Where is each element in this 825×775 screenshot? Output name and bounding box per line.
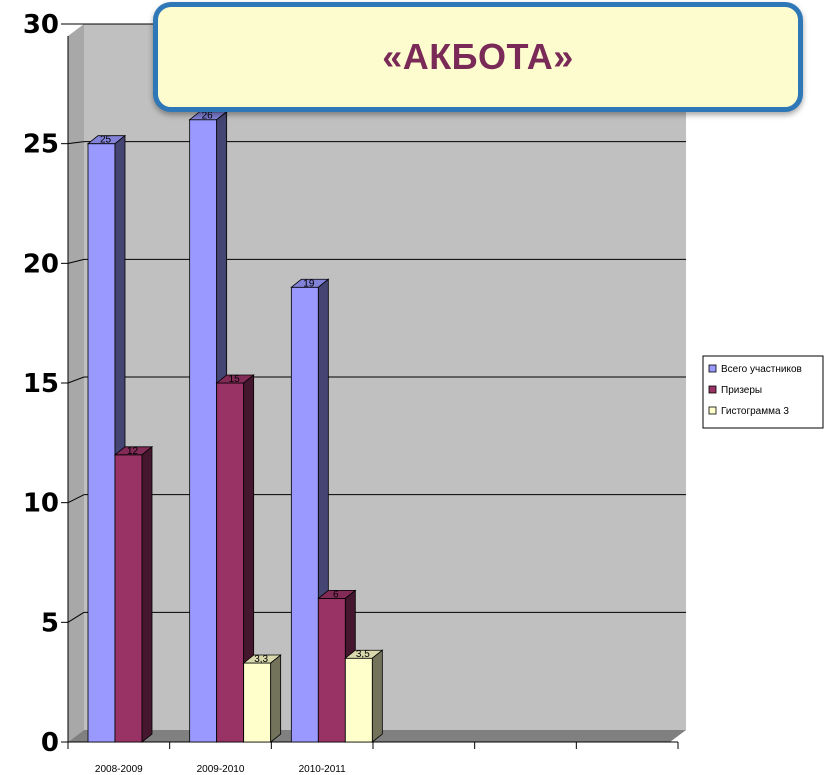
- bar: 3,5: [344, 649, 384, 743]
- bar-front: [243, 662, 272, 743]
- data-label: 12: [127, 446, 139, 457]
- y-tick-label: 10: [23, 489, 59, 519]
- data-label: 6: [333, 589, 339, 600]
- legend-box: [702, 355, 824, 429]
- data-label: 3,5: [356, 649, 370, 660]
- y-tick-label: 15: [23, 369, 59, 399]
- bar-front: [216, 382, 245, 743]
- gridline-side: [67, 376, 85, 384]
- y-tick-label: 30: [23, 10, 59, 40]
- chart-title: «АКБОТА»: [382, 36, 574, 77]
- bar-front: [317, 598, 346, 743]
- y-tick-label: 25: [23, 130, 59, 160]
- bar-front: [189, 119, 218, 743]
- gridline-side: [67, 141, 85, 145]
- gridline-side: [67, 258, 85, 264]
- x-axis: 2008-2009 2009-2010 2010-2011: [67, 742, 679, 775]
- gridline-side: [67, 611, 85, 623]
- data-label: 19: [303, 278, 315, 289]
- y-tick-label: 20: [23, 249, 59, 279]
- legend-swatch: [708, 364, 717, 373]
- bar-front: [114, 454, 143, 743]
- data-label: 25: [100, 135, 112, 146]
- legend-label: Призеры: [721, 385, 762, 396]
- title-banner: «АКБОТА»: [153, 2, 803, 112]
- bar-front: [344, 657, 373, 743]
- legend: Всего участников Призеры Гистограмма 3: [702, 355, 824, 429]
- legend-label: Всего участников: [721, 364, 802, 375]
- plot-side-wall: [68, 24, 84, 742]
- data-label: 3,3: [254, 654, 268, 665]
- bar: 3,3: [242, 654, 282, 743]
- bar-side: [371, 649, 383, 743]
- bar-front: [290, 286, 319, 743]
- bar: 26: [188, 111, 228, 743]
- x-tick-label: 2009-2010: [197, 764, 245, 775]
- data-label: 26: [202, 111, 214, 122]
- bar-front: [87, 143, 116, 743]
- x-tick-label: 2008-2009: [95, 764, 143, 775]
- legend-label: Гистограмма 3: [721, 406, 789, 417]
- plot-area: [67, 23, 686, 743]
- bar-side: [270, 654, 282, 743]
- data-label: 15: [229, 374, 241, 385]
- x-tick-label: 2010-2011: [299, 764, 347, 775]
- legend-swatch: [708, 385, 717, 394]
- y-tick-label: 0: [41, 728, 59, 758]
- bars: 25 26 19 12 15 6 3,3 3,5: [86, 111, 384, 743]
- y-tick-label: 5: [41, 608, 59, 638]
- legend-swatch: [708, 406, 717, 415]
- gridline-side: [67, 494, 85, 504]
- bar-side: [141, 445, 153, 743]
- bar: 12: [113, 445, 154, 743]
- bar: 15: [215, 374, 255, 743]
- y-axis: 0 5 10 15 20 25 30: [23, 10, 68, 758]
